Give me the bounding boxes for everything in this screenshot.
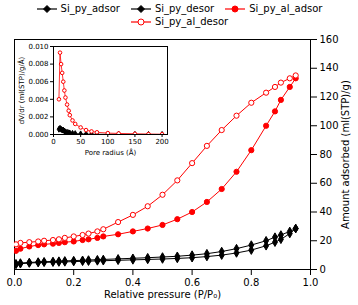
svg-text:50: 50	[76, 138, 85, 146]
svg-text:0.002: 0.002	[28, 113, 48, 121]
svg-text:0.0: 0.0	[7, 277, 23, 288]
svg-text:0.010: 0.010	[28, 43, 48, 51]
svg-text:60: 60	[320, 177, 333, 188]
svg-text:160: 160	[320, 34, 339, 45]
svg-text:0.6: 0.6	[184, 277, 200, 288]
html-text:Si_py_desor: Si_py_desor	[154, 3, 215, 14]
svg-text:0: 0	[51, 138, 55, 146]
svg-text:0.8: 0.8	[243, 277, 259, 288]
svg-text:140: 140	[320, 62, 339, 73]
svg-text:Pore radius (Å): Pore radius (Å)	[85, 148, 137, 157]
html-text:Si_py_al_adsor: Si_py_al_adsor	[249, 3, 323, 14]
svg-text:0.4: 0.4	[125, 277, 141, 288]
svg-text:Relative pressure (P/P₀): Relative pressure (P/P₀)	[104, 289, 221, 300]
svg-text:dV/dr (ml(STP)/g/Å): dV/dr (ml(STP)/g/Å)	[17, 56, 26, 124]
svg-text:20: 20	[320, 235, 333, 246]
html-text:Si_py_al_desor: Si_py_al_desor	[154, 16, 229, 27]
html-text:Si_py_adsor: Si_py_adsor	[60, 3, 120, 14]
svg-text:40: 40	[320, 206, 333, 217]
svg-text:Amount adsorbed (ml(STP)/g): Amount adsorbed (ml(STP)/g)	[340, 80, 351, 229]
svg-text:0.000: 0.000	[28, 131, 48, 139]
svg-text:100: 100	[101, 138, 114, 146]
svg-text:200: 200	[155, 138, 168, 146]
svg-text:0.008: 0.008	[28, 60, 48, 68]
svg-text:0: 0	[320, 264, 326, 275]
svg-text:120: 120	[320, 91, 339, 102]
svg-text:0.004: 0.004	[28, 96, 49, 104]
svg-text:1.0: 1.0	[303, 277, 319, 288]
svg-text:0.006: 0.006	[28, 78, 49, 86]
svg-text:150: 150	[128, 138, 141, 146]
svg-text:0.2: 0.2	[66, 277, 82, 288]
svg-text:100: 100	[320, 120, 339, 131]
svg-text:80: 80	[320, 149, 333, 160]
